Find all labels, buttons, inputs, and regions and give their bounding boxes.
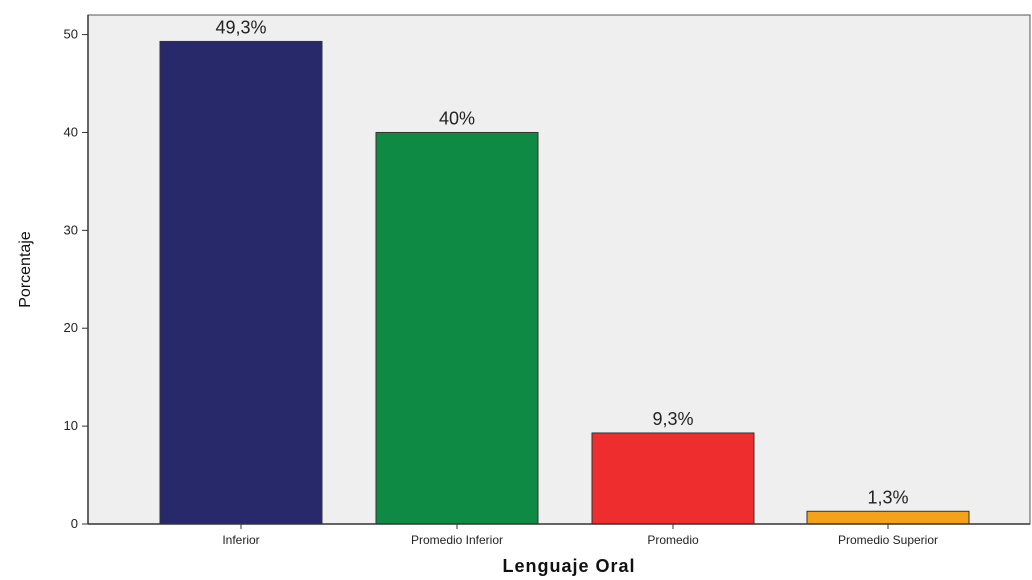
bar-promedio-superior bbox=[806, 510, 970, 525]
x-category-label: Promedio bbox=[647, 533, 699, 547]
bar-promedio-inferior bbox=[375, 131, 539, 525]
data-label: 40% bbox=[439, 108, 475, 128]
y-axis-ticks: 0 10 20 30 40 50 bbox=[64, 27, 88, 531]
data-labels: 49,3% 40% 9,3% 1,3% bbox=[215, 17, 908, 507]
data-label: 9,3% bbox=[652, 409, 693, 429]
x-axis-categories: Inferior Promedio Inferior Promedio Promedi… bbox=[222, 524, 938, 547]
x-category-label: Promedio Superior bbox=[838, 533, 938, 547]
data-label: 1,3% bbox=[867, 487, 908, 507]
y-axis-title: Porcentaje bbox=[17, 231, 34, 308]
y-tick-label: 40 bbox=[64, 124, 78, 139]
x-axis-title: Lenguaje Oral bbox=[502, 556, 635, 576]
x-category-label: Promedio Inferior bbox=[411, 533, 503, 547]
bars bbox=[159, 40, 970, 525]
y-tick-label: 20 bbox=[64, 320, 78, 335]
x-category-label: Inferior bbox=[222, 533, 259, 547]
y-tick-label: 0 bbox=[71, 516, 78, 531]
y-tick-label: 10 bbox=[64, 418, 78, 433]
bar-promedio bbox=[591, 432, 755, 525]
bar-inferior bbox=[159, 40, 323, 525]
data-label: 49,3% bbox=[215, 17, 266, 37]
y-tick-label: 50 bbox=[64, 27, 78, 42]
y-tick-label: 30 bbox=[64, 222, 78, 237]
